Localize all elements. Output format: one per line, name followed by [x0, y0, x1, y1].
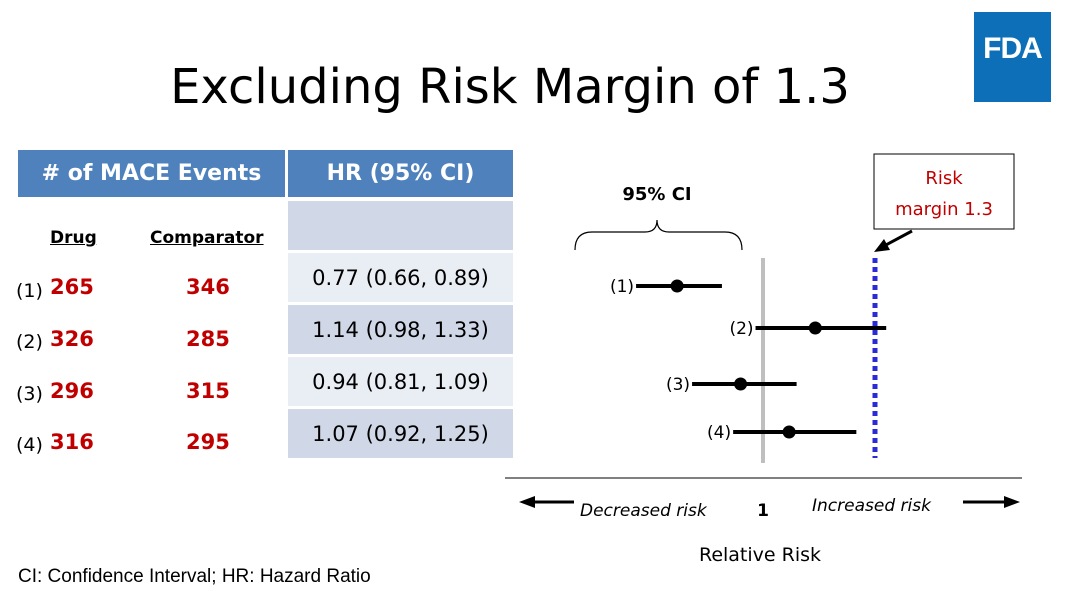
drug-value: 326 — [50, 327, 94, 351]
callout-arrowhead — [874, 239, 890, 252]
header-events: # of MACE Events — [18, 150, 285, 197]
col-comparator: Comparator — [150, 228, 264, 248]
row-label: (3) — [16, 383, 43, 405]
row-label: (2) — [16, 331, 43, 353]
col-drug: Drug — [50, 228, 97, 248]
point-estimate — [782, 425, 796, 439]
comparator-value: 315 — [186, 379, 230, 403]
hr-value: 1.14 (0.98, 1.33) — [288, 305, 513, 354]
ci-row-label: (1) — [610, 277, 634, 297]
point-estimate — [670, 279, 684, 293]
ci-row-label: (2) — [729, 319, 753, 339]
fda-logo: FDA — [974, 12, 1051, 102]
increased-risk-label: Increased risk — [812, 496, 932, 516]
risk-margin-label: margin 1.3 — [895, 199, 993, 220]
drug-value: 265 — [50, 275, 94, 299]
point-estimate — [734, 377, 748, 391]
right-arrowhead — [1004, 496, 1020, 508]
footnote: CI: Confidence Interval; HR: Hazard Rati… — [18, 566, 371, 587]
ci-row-label: (4) — [707, 423, 731, 443]
point-estimate — [808, 321, 822, 335]
x-axis-label: Relative Risk — [699, 544, 821, 566]
callout-arrow — [883, 229, 913, 248]
drug-value: 296 — [50, 379, 94, 403]
risk-margin-label: Risk — [925, 168, 963, 189]
ci-marks: (1) (2) (3) (4) — [610, 277, 887, 443]
slide-title: Excluding Risk Margin of 1.3 — [170, 59, 850, 115]
hr-empty-cell — [288, 201, 513, 250]
ci-row-label: (3) — [666, 375, 690, 395]
hr-value: 1.07 (0.92, 1.25) — [288, 409, 513, 458]
hr-value: 0.94 (0.81, 1.09) — [288, 357, 513, 406]
row-label: (4) — [16, 434, 43, 456]
risk-margin-box — [873, 153, 1015, 230]
decreased-risk-label: Decreased risk — [580, 501, 708, 521]
comparator-value: 346 — [186, 275, 230, 299]
hr-value: 0.77 (0.66, 0.89) — [288, 253, 513, 302]
comparator-value: 295 — [186, 430, 230, 454]
ci-brace — [574, 219, 743, 251]
reference-tick-label: 1 — [757, 501, 769, 521]
ci-label: 95% CI — [622, 184, 691, 205]
header-hr: HR (95% CI) — [288, 150, 513, 197]
drug-value: 316 — [50, 430, 94, 454]
left-arrowhead — [519, 496, 535, 508]
comparator-value: 285 — [186, 327, 230, 351]
row-label: (1) — [16, 280, 43, 302]
